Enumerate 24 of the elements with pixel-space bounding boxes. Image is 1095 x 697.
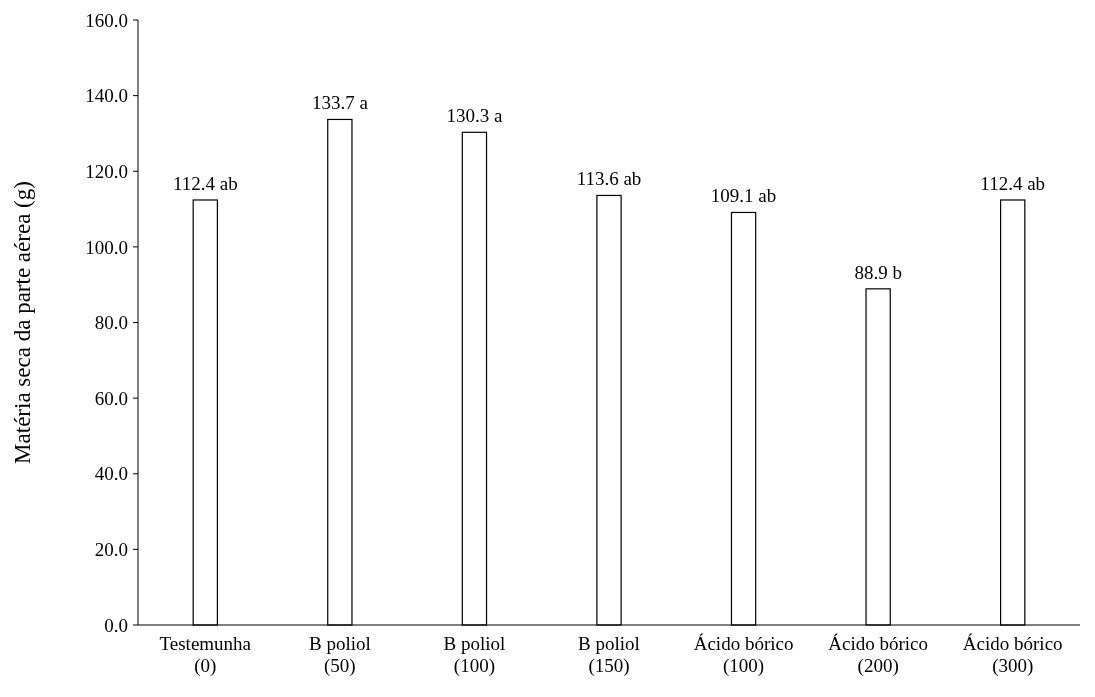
data-label: 133.7 a <box>311 92 369 114</box>
data-label: 112.4 ab <box>172 172 238 194</box>
data-label: 130.3 a <box>446 105 503 127</box>
x-tick-label: B poliol (50) <box>308 633 371 677</box>
data-label: 109.1 ab <box>710 185 777 207</box>
data-label: 113.6 ab <box>576 168 642 190</box>
y-tick-label: 160.0 <box>85 9 128 31</box>
data-label: 112.4 ab <box>980 172 1046 194</box>
x-tick-label: Ácido bórico (200) <box>828 633 929 677</box>
x-tick-label: B poliol (150) <box>578 633 640 677</box>
y-tick-label: 120.0 <box>85 160 128 182</box>
y-tick-label: 20.0 <box>94 539 128 561</box>
y-tick-label: 80.0 <box>94 312 128 334</box>
x-tick-label: Ácido bórico (100) <box>693 633 794 677</box>
x-tick-label: B poliol (100) <box>443 633 506 677</box>
y-axis-title: Matéria seca da parte aérea (g) <box>10 181 35 464</box>
x-tick-label: Ácido bórico (300) <box>962 633 1063 677</box>
y-tick-label: 100.0 <box>85 236 128 258</box>
y-tick-label: 140.0 <box>85 85 128 107</box>
data-label: 88.9 b <box>854 261 902 283</box>
y-tick-label: 60.0 <box>94 387 128 409</box>
y-tick-label: 0.0 <box>104 614 128 636</box>
x-tick-label: Testemunha (0) <box>159 633 252 677</box>
y-tick-label: 40.0 <box>94 463 128 485</box>
